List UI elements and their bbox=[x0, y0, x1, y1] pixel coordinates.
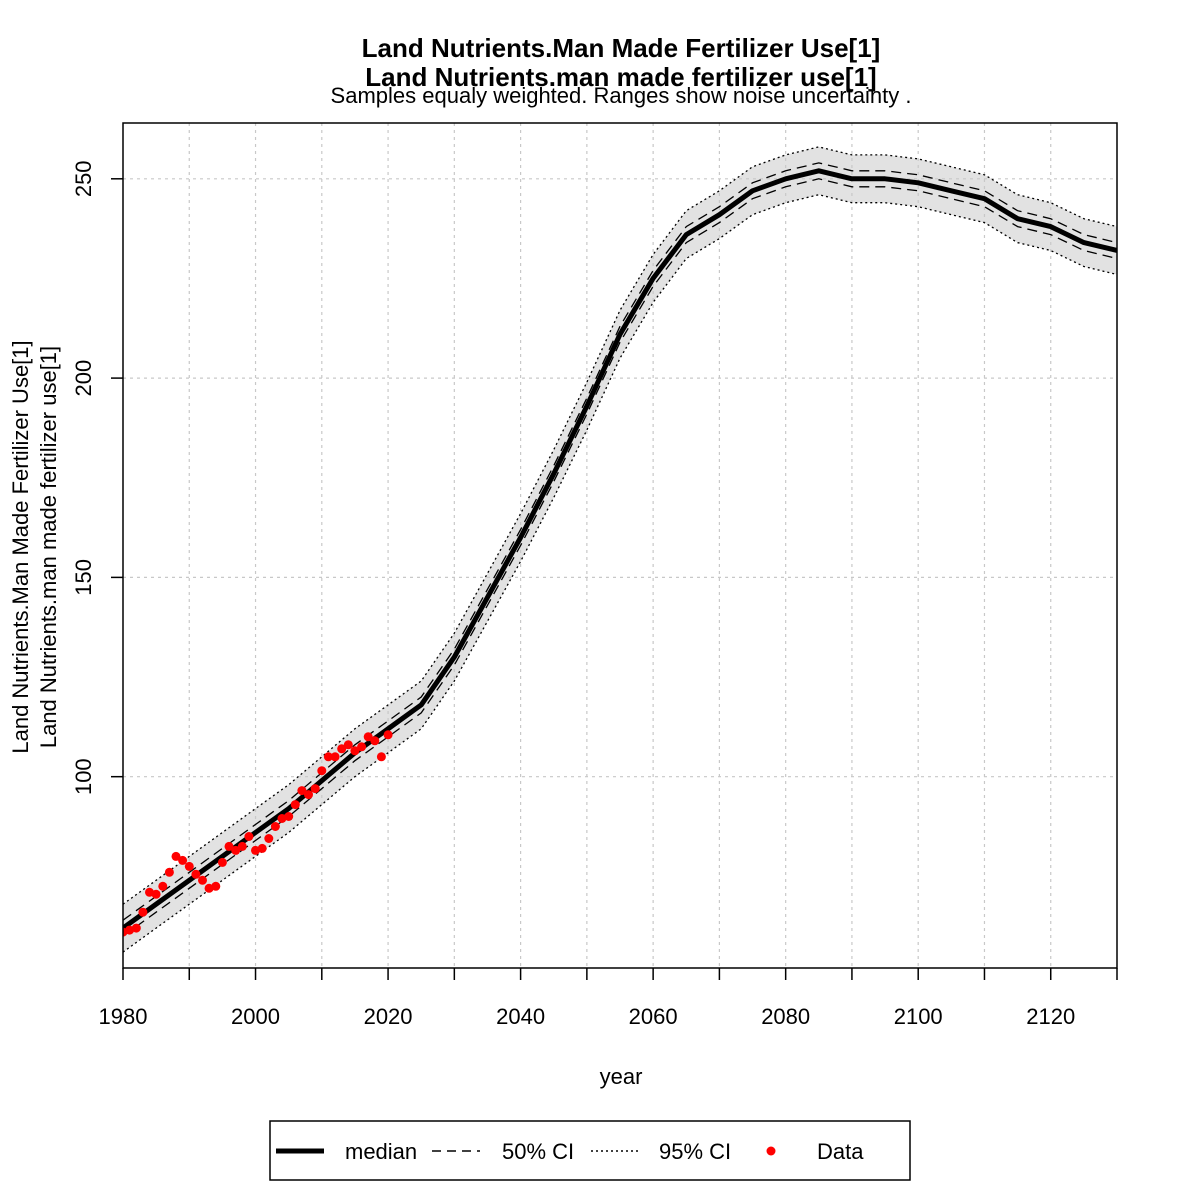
data-point bbox=[310, 784, 320, 794]
data-point bbox=[363, 732, 373, 742]
data-point bbox=[158, 881, 168, 891]
data-point bbox=[164, 867, 174, 877]
plot-frame bbox=[122, 122, 1118, 969]
ci95-upper-line bbox=[123, 146, 1117, 905]
chart-title-line2: Land Nutrients.man made fertilizer use[1… bbox=[365, 62, 876, 92]
data-point bbox=[191, 869, 201, 879]
plot-contents bbox=[123, 123, 1117, 968]
x-tick-label: 2100 bbox=[894, 1004, 943, 1029]
data-point bbox=[184, 861, 194, 871]
ci50-lower-line bbox=[123, 178, 1117, 937]
data-point bbox=[151, 889, 161, 899]
data-point bbox=[211, 881, 221, 891]
data-point bbox=[297, 786, 307, 796]
legend-box bbox=[269, 1120, 911, 1181]
chart-subtitle: Samples equaly weighted. Ranges show noi… bbox=[331, 83, 912, 108]
data-point bbox=[171, 851, 181, 861]
y-tick-label: 100 bbox=[71, 758, 96, 795]
data-point bbox=[290, 800, 300, 810]
data-point bbox=[257, 843, 267, 853]
legend: median 50% CI 95% CI Data bbox=[269, 1120, 911, 1181]
ci50-upper-line bbox=[123, 162, 1117, 921]
legend-data-label: Data bbox=[817, 1139, 864, 1164]
y-axis-label-line1: Land Nutrients.Man Made Fertilizer Use[1… bbox=[8, 340, 33, 753]
data-point bbox=[304, 790, 313, 800]
data-point bbox=[131, 923, 141, 933]
chart-title-line1: Land Nutrients.Man Made Fertilizer Use[1… bbox=[362, 33, 881, 63]
data-point bbox=[217, 857, 227, 867]
data-point bbox=[376, 752, 386, 762]
y-tick-label: 200 bbox=[71, 360, 96, 397]
data-point bbox=[270, 822, 280, 831]
x-tick-label: 2000 bbox=[231, 1004, 280, 1029]
data-point bbox=[224, 841, 234, 851]
data-point bbox=[343, 740, 353, 750]
x-tick-label: 2040 bbox=[496, 1004, 545, 1029]
data-point bbox=[284, 812, 294, 821]
data-point bbox=[317, 766, 327, 776]
data-point bbox=[357, 742, 367, 752]
legend-data-swatch bbox=[766, 1146, 776, 1156]
data-point bbox=[264, 834, 274, 843]
ci95-band bbox=[123, 146, 1117, 953]
data-point bbox=[178, 855, 188, 865]
median-line bbox=[123, 168, 1117, 931]
x-tick-label: 2080 bbox=[761, 1004, 810, 1029]
x-tick-label: 2060 bbox=[629, 1004, 678, 1029]
x-tick-label: 2120 bbox=[1026, 1004, 1075, 1029]
y-tick-label: 150 bbox=[71, 559, 96, 596]
data-point bbox=[138, 907, 148, 917]
x-tick-label: 2020 bbox=[364, 1004, 413, 1029]
data-point bbox=[198, 875, 207, 885]
plot-area: 1980 2000 2020 2040 2060 2080 2100 2120 100 150 20… bbox=[71, 122, 1118, 1029]
data-point bbox=[323, 752, 333, 762]
y-axis-label-line2: Land Nutrients.man made fertilizer use[1… bbox=[36, 346, 61, 748]
x-axis-label: year bbox=[600, 1064, 643, 1089]
legend-ci95-label: 95% CI bbox=[659, 1139, 731, 1164]
data-point bbox=[370, 736, 380, 746]
data-point bbox=[231, 845, 241, 855]
data-point bbox=[383, 730, 393, 740]
legend-ci50-label: 50% CI bbox=[502, 1139, 574, 1164]
data-point bbox=[237, 841, 247, 851]
data-point bbox=[244, 832, 254, 841]
data-point bbox=[337, 744, 347, 754]
data-point bbox=[350, 746, 360, 756]
y-tick-label: 250 bbox=[71, 160, 96, 197]
legend-median-label: median bbox=[345, 1139, 417, 1164]
x-tick-label: 1980 bbox=[99, 1004, 148, 1029]
data-point bbox=[330, 752, 340, 762]
